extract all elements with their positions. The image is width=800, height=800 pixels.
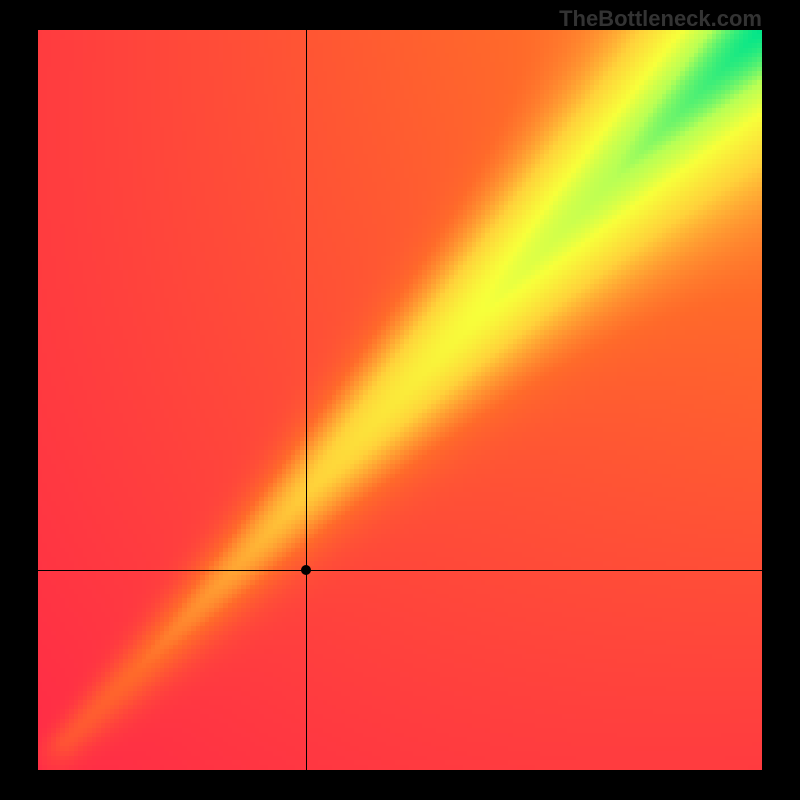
bottleneck-heatmap — [38, 30, 762, 770]
watermark-text: TheBottleneck.com — [559, 6, 762, 32]
crosshair-vertical — [306, 30, 307, 770]
chart-frame: { "watermark": { "text": "TheBottleneck.… — [0, 0, 800, 800]
crosshair-horizontal — [38, 570, 762, 571]
operating-point-marker — [301, 565, 311, 575]
